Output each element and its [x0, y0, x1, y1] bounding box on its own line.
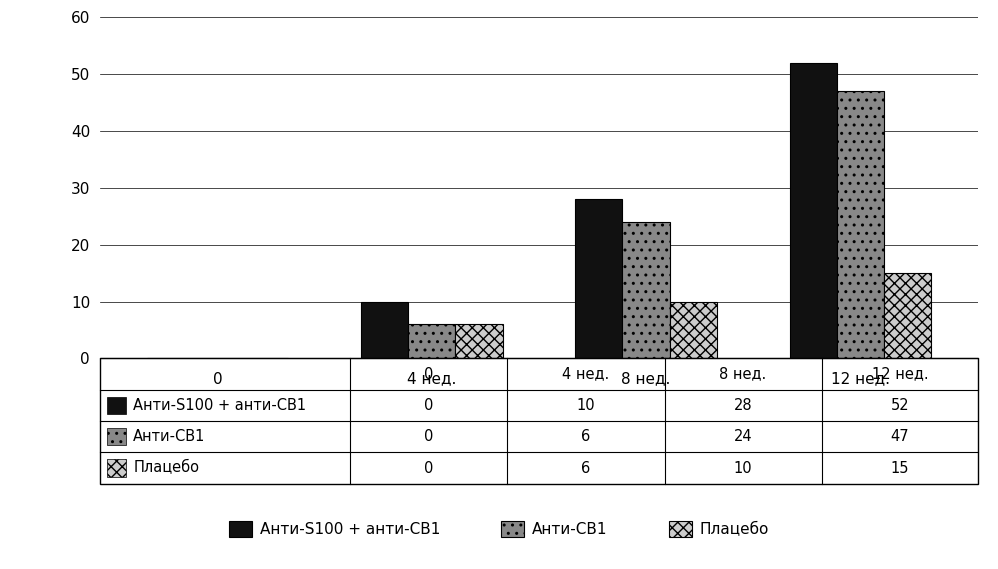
Bar	[836, 91, 884, 358]
Bar	[789, 63, 836, 358]
Text: 12 нед.: 12 нед.	[871, 366, 928, 382]
Text: 8 нед.: 8 нед.	[720, 366, 766, 382]
Text: 0: 0	[424, 366, 433, 382]
Text: 0: 0	[424, 398, 433, 413]
Bar	[408, 324, 455, 358]
Text: 6: 6	[581, 429, 591, 444]
Text: 10: 10	[734, 460, 752, 476]
Bar	[361, 302, 408, 358]
Bar	[107, 397, 126, 414]
Bar	[107, 459, 126, 477]
Bar	[107, 428, 126, 446]
Legend: Анти-S100 + анти-СВ1, Анти-СВ1, Плацебо: Анти-S100 + анти-СВ1, Анти-СВ1, Плацебо	[224, 515, 774, 543]
Text: 0: 0	[424, 460, 433, 476]
Text: Анти-S100 + анти-СВ1: Анти-S100 + анти-СВ1	[133, 398, 306, 413]
Bar	[884, 273, 931, 358]
Bar	[670, 302, 717, 358]
Text: 52: 52	[890, 398, 909, 413]
Text: 10: 10	[577, 398, 595, 413]
Bar	[575, 199, 623, 358]
Bar	[455, 324, 503, 358]
Text: 24: 24	[734, 429, 752, 444]
Text: Плацебо: Плацебо	[133, 460, 200, 476]
Text: 6: 6	[581, 460, 591, 476]
Text: Анти-СВ1: Анти-СВ1	[133, 429, 206, 444]
Text: 4 нед.: 4 нед.	[562, 366, 610, 382]
Text: 0: 0	[424, 429, 433, 444]
Text: 28: 28	[734, 398, 752, 413]
Text: 15: 15	[890, 460, 909, 476]
Bar	[623, 222, 670, 358]
Text: 47: 47	[890, 429, 909, 444]
